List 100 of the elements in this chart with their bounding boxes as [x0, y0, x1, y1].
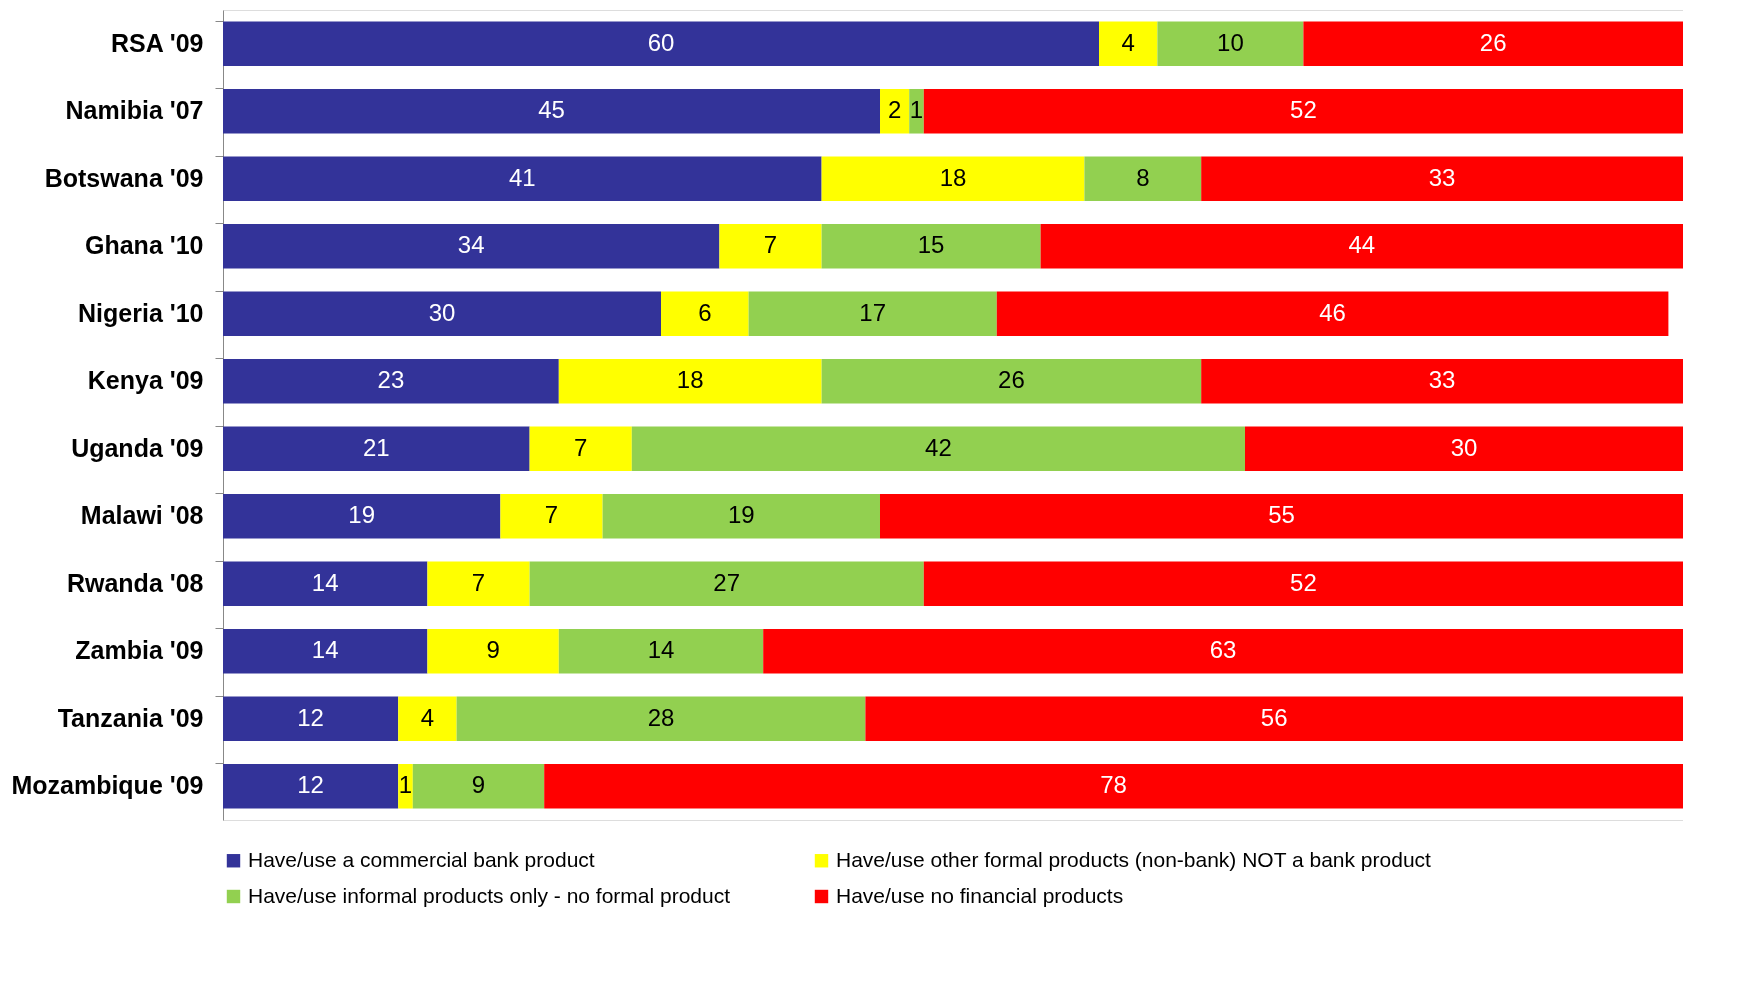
data-label: 17: [859, 298, 887, 326]
data-label: 12: [297, 703, 324, 731]
data-label: 78: [1100, 771, 1127, 799]
bar: [223, 426, 530, 472]
legend-label: Have/use a commercial bank product: [248, 847, 595, 871]
bar: [923, 561, 1683, 607]
legend-label: Have/use other formal products (non-bank) NOT a bank product: [836, 847, 1432, 871]
bar: [427, 628, 559, 674]
data-label: 7: [763, 231, 778, 259]
bar: [996, 291, 1669, 337]
bar: [223, 291, 661, 337]
data-label: 6: [698, 298, 712, 326]
bar: [1245, 426, 1683, 472]
bar: [1157, 21, 1304, 67]
bar: [880, 493, 1683, 539]
bar: [661, 291, 749, 337]
data-label: 60: [647, 28, 675, 56]
bar: [748, 291, 997, 337]
data-label: 14: [311, 636, 339, 664]
data-label: 18: [676, 366, 704, 394]
data-label: 7: [471, 568, 486, 596]
bar: [763, 628, 1683, 674]
y-tick-label: Kenya '09: [87, 366, 204, 395]
data-label: 7: [574, 433, 588, 461]
bar: [558, 358, 822, 404]
bar: [398, 696, 457, 742]
bar: [1303, 21, 1683, 67]
bar: [1201, 358, 1683, 404]
data-label: 33: [1428, 366, 1456, 394]
y-tick-label: Botswana '09: [44, 163, 204, 192]
data-label: 4: [1121, 28, 1135, 56]
bar: [821, 358, 1202, 404]
data-label: 26: [998, 366, 1025, 394]
bar: [719, 223, 822, 269]
bar: [529, 426, 632, 472]
legend-label: Have/use no financial products: [836, 883, 1124, 907]
bar: [1201, 156, 1683, 202]
y-tick-label: Nigeria '10: [78, 298, 204, 327]
data-label: 28: [647, 703, 675, 731]
data-label: 2: [887, 96, 902, 124]
data-label: 34: [457, 231, 485, 259]
data-label: 4: [420, 703, 435, 731]
bar: [602, 493, 880, 539]
y-tick-label: Rwanda '08: [66, 568, 204, 597]
data-label: 63: [1209, 636, 1237, 664]
bar: [865, 696, 1683, 742]
y-tick-label: Ghana '10: [85, 231, 204, 260]
bar: [821, 156, 1085, 202]
data-label: 18: [939, 163, 967, 191]
data-label: 1: [909, 96, 924, 124]
data-label: 46: [1319, 298, 1346, 326]
y-tick-label: Uganda '09: [71, 433, 204, 462]
data-label: 56: [1260, 703, 1288, 731]
bar: [1099, 21, 1158, 67]
data-label: 27: [713, 568, 741, 596]
data-label: 23: [377, 366, 405, 394]
bar: [1040, 223, 1683, 269]
data-label: 9: [471, 771, 486, 799]
bar: [529, 561, 924, 607]
bar: [558, 628, 764, 674]
bar: [880, 88, 910, 134]
data-label: 42: [925, 433, 952, 461]
bar: [223, 696, 399, 742]
data-label: 21: [362, 433, 390, 461]
data-label: 26: [1479, 28, 1507, 56]
legend-label: Have/use informal products only - no formal product: [248, 883, 731, 907]
y-tick-label: RSA '09: [110, 28, 204, 57]
y-tick-label: Malawi '08: [80, 501, 204, 530]
bar: [923, 88, 1683, 134]
bar: [456, 696, 866, 742]
bar: [223, 21, 1099, 67]
bar: [223, 763, 399, 809]
bar: [398, 763, 413, 809]
y-tick-label: Zambia '09: [75, 636, 204, 665]
bar: [909, 88, 924, 134]
data-label: 30: [1450, 433, 1478, 461]
data-label: 30: [428, 298, 456, 326]
data-label: 19: [348, 501, 376, 529]
bar: [223, 493, 501, 539]
bar: [544, 763, 1683, 809]
data-label: 52: [1290, 568, 1317, 596]
data-label: 8: [1136, 163, 1150, 191]
data-label: 14: [311, 568, 339, 596]
y-tick-label: Namibia '07: [65, 96, 204, 125]
y-tick-label: Mozambique '09: [11, 771, 204, 800]
data-label: 15: [917, 231, 945, 259]
bar: [223, 223, 720, 269]
bar: [1084, 156, 1202, 202]
data-label: 45: [538, 96, 565, 124]
data-label: 52: [1290, 96, 1317, 124]
y-tick-label: Tanzania '09: [57, 703, 204, 732]
data-label: 55: [1268, 501, 1295, 529]
data-label: 14: [647, 636, 675, 664]
data-label: 33: [1428, 163, 1456, 191]
data-label: 12: [297, 771, 324, 799]
bar: [500, 493, 603, 539]
bar: [427, 561, 530, 607]
bar: [223, 156, 822, 202]
data-label: 9: [486, 636, 500, 664]
data-label: 1: [398, 771, 413, 799]
